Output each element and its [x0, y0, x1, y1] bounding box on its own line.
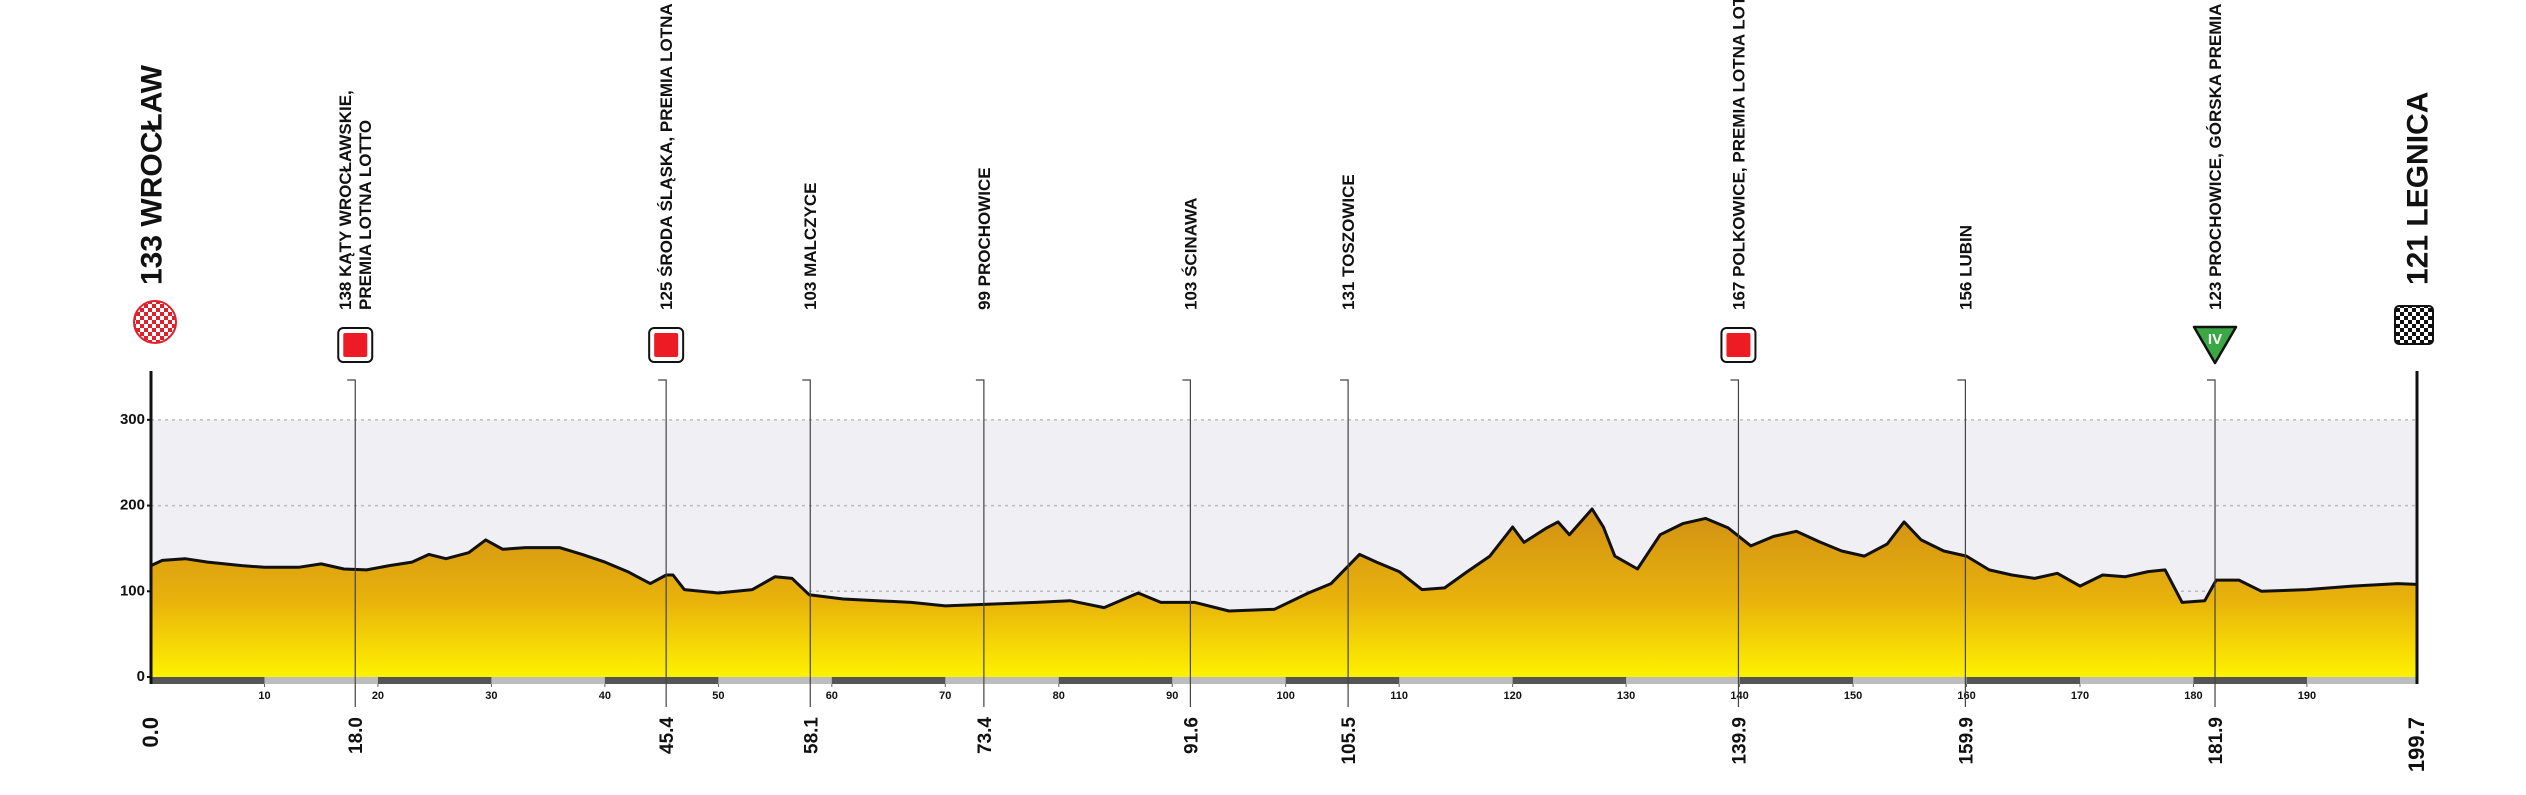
- distance-segment: [831, 677, 946, 684]
- waypoint-km: 181.9: [2206, 717, 2227, 765]
- y-tick-label: 0: [137, 668, 145, 685]
- waypoint-line: [975, 379, 985, 707]
- x-tick-label: 50: [712, 690, 724, 702]
- y-tick-label: 100: [120, 582, 145, 599]
- waypoint-line: [658, 379, 667, 707]
- waypoint-label: 138 KĄTY WROCŁAWSKIE,: [336, 90, 355, 310]
- x-tick-label: 100: [1277, 690, 1295, 702]
- x-tick-label: 40: [599, 690, 611, 702]
- waypoint-km: 139.9: [1729, 717, 1750, 765]
- elevation-area: [151, 509, 2417, 677]
- waypoint-km: 105.5: [1339, 717, 1360, 765]
- x-tick-label: 90: [1166, 690, 1178, 702]
- x-tick-label: 190: [2298, 690, 2316, 702]
- x-tick-label: 110: [1390, 690, 1408, 702]
- mountain-marker: [2192, 325, 2238, 365]
- waypoint-line: [347, 379, 356, 707]
- waypoint-label: 103 MALCZYCE: [801, 182, 820, 310]
- distance-segment: [1512, 677, 1627, 684]
- y-tick-label: 300: [120, 411, 145, 428]
- x-tick-label: 140: [1730, 690, 1748, 702]
- distance-segment: [1966, 677, 2080, 684]
- x-tick-label: 80: [1053, 690, 1065, 702]
- distance-segment: [2193, 677, 2307, 684]
- start-marker: [133, 300, 177, 344]
- waypoint-label: 156 LUBIN: [1956, 225, 1975, 310]
- waypoint-label: PREMIA LOTNA LOTTO: [356, 120, 375, 310]
- waypoint-line: [2207, 379, 2216, 707]
- waypoint-label: 121 LEGNICA: [2402, 92, 2435, 285]
- waypoint-line: [1730, 379, 1740, 707]
- elevation-line: [150, 507, 2418, 613]
- waypoint-km: 58.1: [801, 717, 822, 754]
- waypoint-label: 103 ŚCINAWA: [1181, 198, 1200, 310]
- waypoint-line: [1340, 379, 1349, 707]
- distance-segment: [604, 677, 719, 684]
- sprint-marker-fill: [343, 333, 368, 357]
- waypoint-km: 0.0: [138, 717, 163, 748]
- sprint-marker-fill: [654, 333, 679, 357]
- distance-segment: [1285, 677, 1400, 684]
- x-tick-label: 170: [2071, 690, 2089, 702]
- waypoint-label: 133 WROCŁAW: [136, 64, 169, 285]
- x-tick-label: 10: [258, 690, 270, 702]
- waypoint-line: [802, 379, 811, 707]
- x-tick-label: 180: [2184, 690, 2202, 702]
- waypoint-label: 125 ŚRODA ŚLĄSKA, PREMIA LOTNA LOTTO: [657, 0, 676, 310]
- waypoint-km: 91.6: [1181, 717, 1202, 754]
- waypoint-km: 45.4: [657, 717, 678, 754]
- mountain-category: IV: [2208, 331, 2222, 348]
- x-tick-label: 60: [826, 690, 838, 702]
- waypoint-line: [1182, 379, 1191, 707]
- x-tick-label: 70: [939, 690, 951, 702]
- distance-bar: [151, 677, 2417, 684]
- x-tick-label: 30: [485, 690, 497, 702]
- x-tick-label: 160: [1957, 690, 1975, 702]
- distance-segment: [1058, 677, 1173, 684]
- distance-segment: [1739, 677, 1854, 684]
- waypoint-label: 99 PROCHOWICE: [975, 167, 994, 310]
- x-tick-label: 120: [1503, 690, 1521, 702]
- waypoint-label: 167 POLKOWICE, PREMIA LOTNA LOTTO: [1729, 0, 1748, 310]
- waypoint-km: 73.4: [975, 717, 996, 754]
- y-tick-label: 200: [120, 497, 145, 514]
- waypoint-km: 159.9: [1956, 717, 1977, 765]
- x-tick-label: 150: [1844, 690, 1862, 702]
- waypoint-label: 131 TOSZOWICE: [1339, 174, 1358, 310]
- sprint-marker-fill: [1726, 333, 1751, 357]
- x-tick-label: 20: [372, 690, 384, 702]
- waypoint-km: 18.0: [346, 717, 367, 754]
- x-tick-label: 130: [1617, 690, 1635, 702]
- waypoint-km: 199.7: [2404, 717, 2429, 772]
- finish-marker: [2394, 305, 2434, 345]
- distance-segment: [377, 677, 492, 684]
- distance-segment: [151, 677, 265, 684]
- waypoint-label: 123 PROCHOWICE, GÓRSKA PREMIA IV KAT.: [2206, 0, 2225, 310]
- waypoint-line: [1957, 379, 1966, 707]
